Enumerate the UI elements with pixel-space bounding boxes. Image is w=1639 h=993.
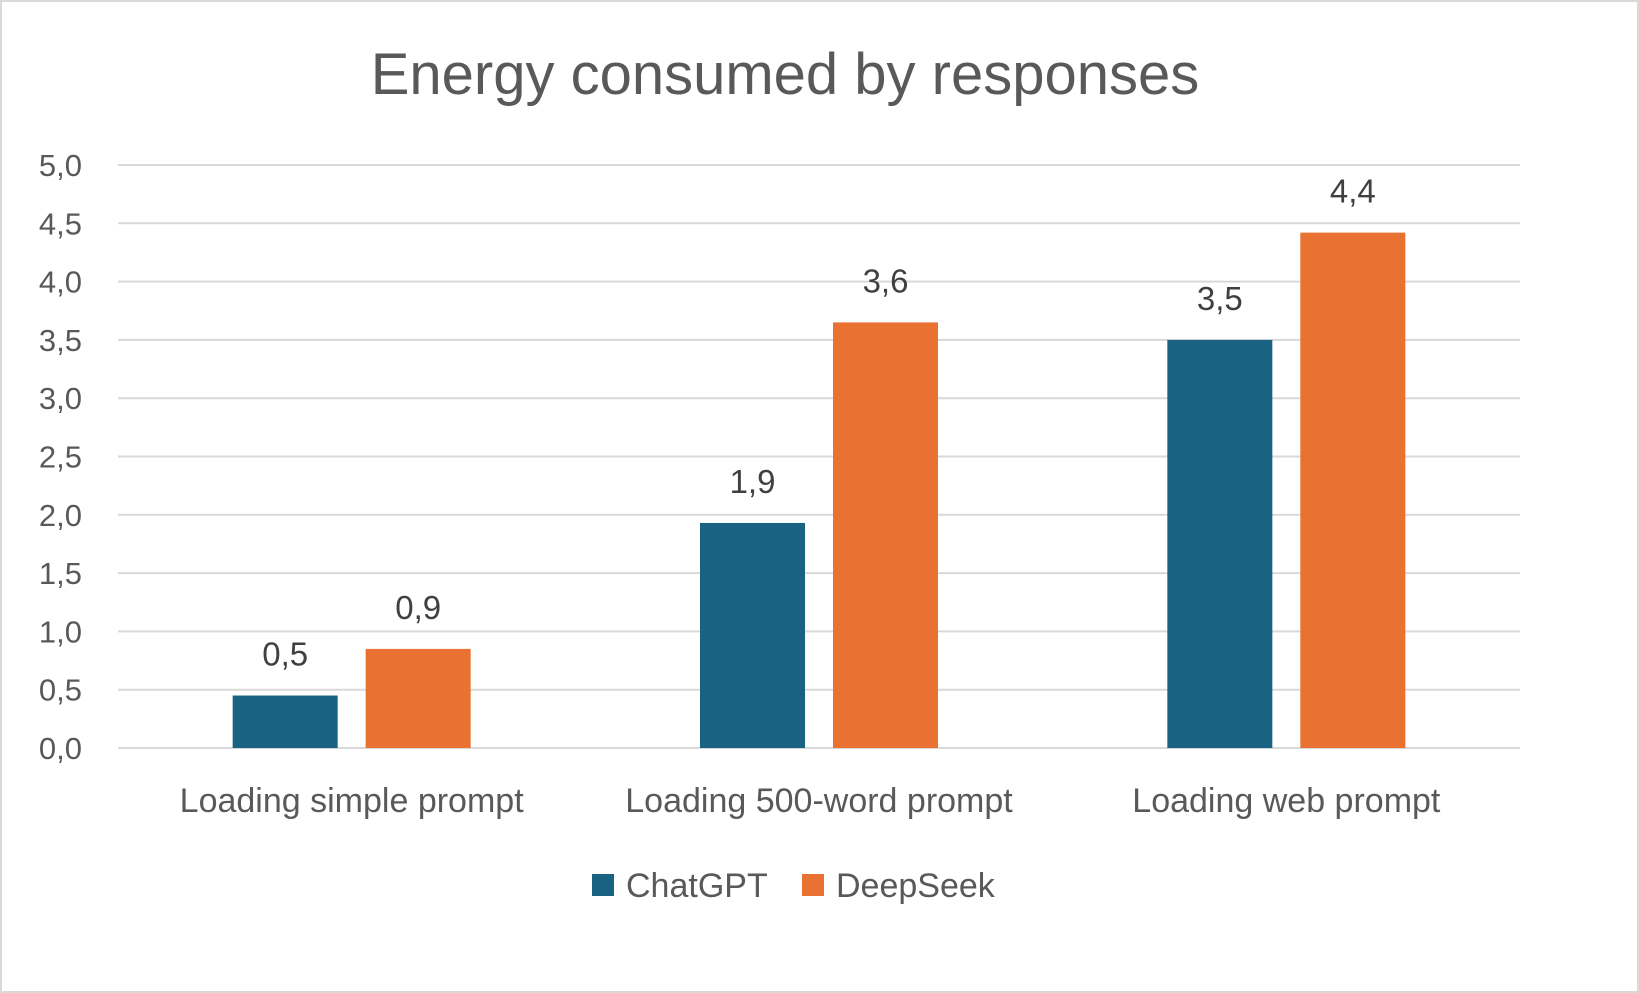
category-label: Loading simple prompt [180, 782, 525, 820]
y-tick-label: 0,5 [39, 673, 82, 708]
legend-swatch [592, 874, 614, 896]
y-tick-label: 3,5 [39, 323, 82, 358]
bar-deepseek [365, 648, 471, 748]
bars [232, 232, 1406, 749]
category-label: Loading 500-word prompt [625, 782, 1013, 820]
bar-deepseek [833, 322, 938, 748]
y-tick-label: 5,0 [39, 148, 82, 183]
y-tick-label: 2,5 [39, 440, 82, 475]
category-labels: Loading simple prompt Loading 500-word pr… [180, 782, 1441, 820]
y-tick-label: 1,5 [39, 556, 82, 591]
data-label: 3,5 [1197, 280, 1243, 317]
data-label: 3,6 [863, 262, 909, 299]
category-label: Loading web prompt [1132, 782, 1441, 820]
bar-chatgpt [700, 522, 805, 748]
chart-title: Energy consumed by responses [371, 42, 1200, 107]
data-labels: 0,5 0,9 1,9 3,6 3,5 4,4 [262, 173, 1376, 673]
bar-chatgpt [232, 695, 338, 748]
data-label: 0,9 [395, 589, 441, 626]
legend-swatch [802, 874, 824, 896]
y-tick-label: 2,0 [39, 498, 82, 533]
y-tick-label: 3,0 [39, 381, 82, 416]
data-label: 0,5 [262, 636, 308, 673]
bar-deepseek [1300, 232, 1406, 749]
data-label: 4,4 [1330, 173, 1376, 210]
legend-label: DeepSeek [836, 867, 996, 905]
y-tick-label: 0,0 [39, 731, 82, 766]
y-tick-label: 4,0 [39, 265, 82, 300]
data-label: 1,9 [730, 463, 776, 500]
legend-label: ChatGPT [626, 867, 768, 905]
legend: ChatGPT DeepSeek [592, 867, 996, 905]
bar-chatgpt [1167, 339, 1273, 748]
y-axis-tick-labels: 0,0 0,5 1,0 1,5 2,0 2,5 3,0 3,5 4,0 4,5 5,0 [39, 148, 82, 766]
gridlines [118, 164, 1520, 749]
y-tick-label: 1,0 [39, 614, 82, 649]
y-tick-label: 4,5 [39, 206, 82, 241]
